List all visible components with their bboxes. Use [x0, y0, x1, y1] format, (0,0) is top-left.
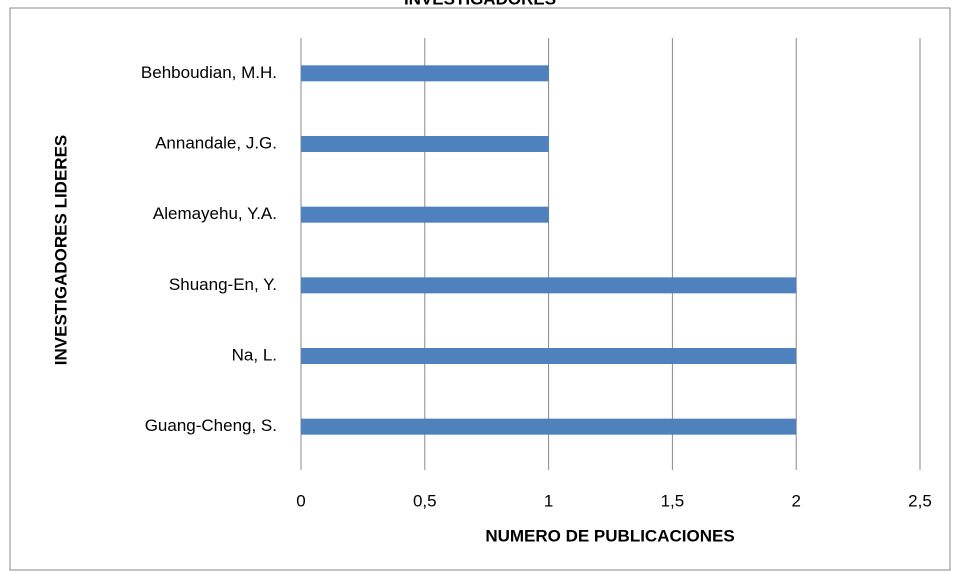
x-tick-label: 1,5 [661, 491, 685, 510]
x-tick-label: 2 [791, 491, 800, 510]
x-tick-label: 0,5 [413, 491, 437, 510]
x-axis-label: NUMERO DE PUBLICACIONES [485, 526, 734, 545]
y-tick-label: Guang-Cheng, S. [145, 416, 277, 435]
bar [301, 348, 797, 364]
x-tick-label: 1 [544, 491, 553, 510]
chart-title: INVESTIGADORES [404, 0, 556, 8]
bar [301, 277, 797, 294]
bar [301, 136, 549, 152]
y-tick-label: Behboudian, M.H. [141, 63, 277, 82]
y-tick-label: Shuang-En, Y. [169, 275, 277, 294]
y-axis-label: INVESTIGADORES LIDERES [51, 135, 70, 365]
bar [301, 206, 549, 223]
y-tick-label: Na, L. [232, 345, 277, 364]
y-tick-label: Alemayehu, Y.A. [153, 204, 277, 223]
bar [301, 418, 797, 435]
y-tick-label: Annandale, J.G. [155, 133, 277, 152]
bar [301, 65, 549, 82]
x-tick-label: 0 [296, 491, 305, 510]
x-tick-label: 2,5 [908, 491, 932, 510]
